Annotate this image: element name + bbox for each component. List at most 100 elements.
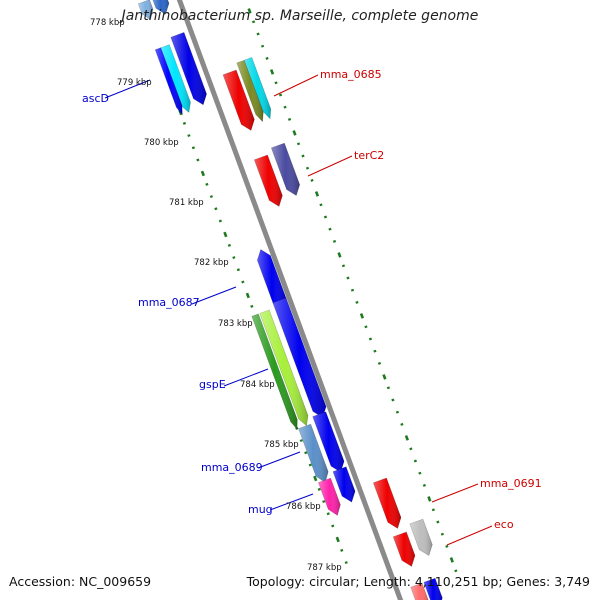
tick-mark: [323, 215, 328, 219]
tick-mark: [332, 239, 337, 243]
kbp-tick-label: 787 kbp: [307, 563, 342, 573]
tick-mark: [373, 349, 377, 353]
label-connector: [191, 286, 237, 305]
kbp-tick-label: 778 kbp: [90, 18, 125, 28]
tick-mark: [427, 496, 432, 502]
tick-mark: [395, 410, 400, 414]
tick-mark: [386, 386, 391, 390]
tick-mark: [256, 32, 260, 36]
tick-mark: [335, 536, 340, 543]
label-connector: [431, 483, 479, 503]
tick-mark: [445, 544, 449, 548]
gene-label-eco[interactable]: eco: [494, 518, 514, 531]
tick-mark: [326, 512, 330, 516]
gene-arrow-shade: [251, 313, 298, 430]
gene-arrow-shade: [159, 44, 191, 113]
tick-mark: [440, 532, 444, 536]
tick-mark: [346, 276, 350, 280]
tick-mark: [191, 146, 196, 150]
tick-mark: [449, 557, 454, 563]
tick-mark: [209, 195, 213, 199]
map-title: Janthinobacterium sp. Marseille, complet…: [121, 8, 479, 24]
gene-arrow-shade: [410, 583, 429, 600]
gene-arrow-shade: [373, 478, 401, 529]
kbp-tick-label: 786 kbp: [286, 502, 321, 512]
gene-arrow-shade: [223, 70, 255, 131]
tick-mark: [283, 105, 287, 109]
tick-mark: [431, 508, 435, 512]
kbp-tick-label: 784 kbp: [240, 380, 275, 390]
tick-mark: [304, 451, 308, 455]
tick-mark: [305, 166, 310, 170]
kbp-tick-label: 785 kbp: [264, 440, 299, 450]
tick-mark: [200, 170, 205, 177]
tick-mark: [313, 475, 318, 482]
tick-mark: [328, 227, 332, 231]
forward-strand-genes: [137, 0, 356, 516]
tick-mark: [299, 439, 303, 443]
tick-mark: [350, 288, 355, 292]
tick-mark: [436, 520, 440, 524]
tick-mark: [269, 69, 275, 75]
tick-mark: [241, 280, 245, 284]
tick-mark: [368, 337, 373, 341]
tick-mark: [454, 569, 458, 573]
gene-label-gspE[interactable]: gspE: [199, 378, 226, 391]
gene-label-mma_0687[interactable]: mma_0687: [138, 296, 200, 309]
gene-arrow-shade: [312, 411, 345, 473]
reverse-strand-genes: [222, 57, 443, 600]
kbp-tick-label: 781 kbp: [169, 198, 204, 208]
gene-label-ascD[interactable]: ascD: [82, 92, 109, 105]
tick-mark: [251, 20, 256, 24]
tick-mark: [205, 182, 209, 186]
tick-mark: [391, 398, 395, 402]
gene-label-mma_0691[interactable]: mma_0691: [480, 477, 542, 490]
tick-mark: [196, 158, 200, 162]
gene-arrow-shade: [244, 57, 271, 119]
label-connector: [446, 525, 493, 546]
label-connector: [307, 155, 353, 177]
tick-mark: [296, 142, 301, 146]
tick-mark: [400, 422, 404, 426]
gene-arrow-shade: [423, 578, 443, 600]
gene-label-mug[interactable]: mug: [248, 503, 273, 516]
tick-mark: [344, 561, 348, 565]
gene-label-mma_0685[interactable]: mma_0685: [320, 68, 382, 81]
label-connector: [269, 493, 314, 511]
tick-mark: [232, 256, 236, 260]
tick-mark: [265, 56, 269, 60]
tick-mark: [341, 264, 346, 268]
gene-label-mma_0689[interactable]: mma_0689: [201, 461, 263, 474]
gene-arrow-shade: [254, 155, 283, 207]
tick-ring-outer: [247, 8, 458, 573]
gene-arrow-shade: [333, 466, 356, 503]
tick-mark: [364, 325, 368, 329]
tick-mark: [322, 500, 326, 504]
tick-mark: [355, 300, 359, 304]
tick-mark: [278, 93, 283, 97]
gene-arrow-shade: [170, 32, 207, 105]
tick-mark: [340, 548, 344, 552]
tick-mark: [377, 361, 382, 365]
tick-mark: [187, 134, 191, 138]
tick-mark: [382, 374, 387, 380]
gene-arrow-shade: [138, 0, 153, 20]
gene-label-terC2[interactable]: terC2: [354, 149, 384, 162]
label-connectors: [104, 74, 493, 546]
gene-arrow-shade: [152, 0, 169, 15]
gene-arrow-shade: [318, 478, 341, 516]
tick-mark: [413, 459, 417, 463]
label-connector: [104, 79, 151, 99]
tick-mark: [250, 304, 254, 308]
tick-mark: [409, 447, 413, 451]
genome-backbone: [176, 0, 404, 600]
gene-arrow-shade: [409, 519, 433, 556]
gene-arrow-shade: [272, 298, 327, 418]
tick-mark: [319, 203, 323, 207]
gene-arrow-shade: [236, 60, 264, 122]
tick-mark: [301, 154, 305, 158]
tick-mark: [418, 471, 422, 475]
label-connector: [257, 451, 301, 469]
